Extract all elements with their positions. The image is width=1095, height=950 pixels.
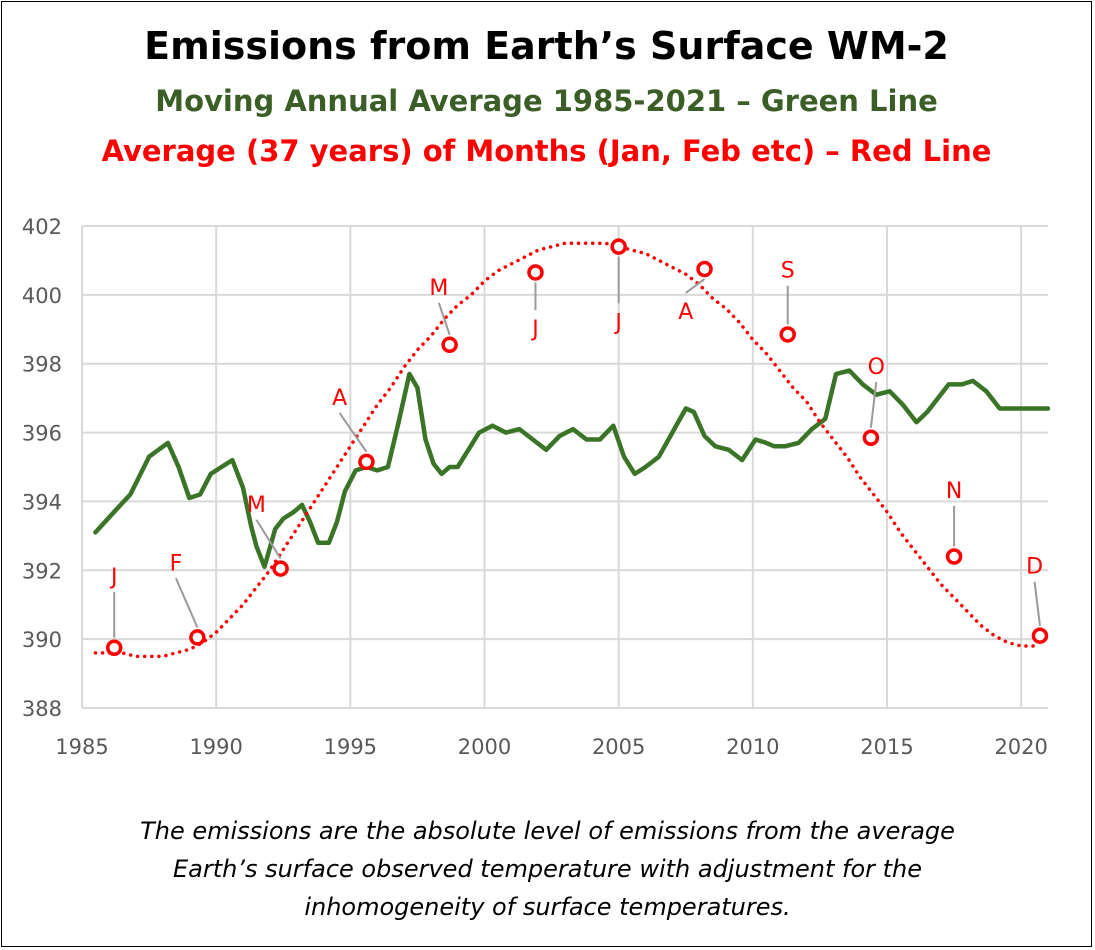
leader-line <box>338 412 368 453</box>
month-label-aug: A <box>678 300 693 325</box>
x-tick-label: 1985 <box>55 735 108 759</box>
month-point-sep <box>779 326 796 343</box>
month-label-may: M <box>429 276 448 301</box>
y-tick-label: 398 <box>22 353 62 377</box>
month-point-feb <box>189 629 206 646</box>
month-point-oct <box>862 429 880 446</box>
x-tick-label: 2010 <box>726 735 779 759</box>
x-tick-label: 2000 <box>458 735 511 759</box>
month-point-dec <box>1031 627 1049 644</box>
leader-line <box>255 519 282 560</box>
month-label-dec: D <box>1026 555 1043 580</box>
chart-title: Emissions from Earth’s Surface WM-2 <box>144 24 949 68</box>
x-tick-label: 2015 <box>860 735 913 759</box>
month-label-oct: O <box>868 355 885 380</box>
line-chart: 1985 1990 1995 2000 2005 2010 2015 2020 3883903… <box>22 215 1051 759</box>
caption-line: The emissions are the absolute level of … <box>140 817 955 845</box>
y-tick-label: 394 <box>22 490 62 514</box>
leader-line <box>437 302 451 336</box>
green-moving-average-line <box>93 368 1051 570</box>
month-label-feb: F <box>170 551 183 576</box>
leader-line <box>175 577 199 628</box>
leader-line <box>1033 581 1041 626</box>
y-tick-label: 400 <box>22 284 62 308</box>
month-markers: J F M A M J J A S O N D <box>105 238 1049 656</box>
month-point-jan <box>105 639 123 656</box>
caption-line: Earth’s surface observed temperature wit… <box>172 855 923 883</box>
x-axis-ticks: 1985 1990 1995 2000 2005 2010 2015 2020 <box>55 735 1048 759</box>
month-label-jul: J <box>613 310 622 335</box>
y-tick-label: 392 <box>22 559 62 583</box>
month-point-may <box>441 336 458 354</box>
month-label-mar: M <box>247 493 266 518</box>
red-monthly-average-line <box>93 241 1037 659</box>
y-tick-label: 402 <box>22 215 62 239</box>
month-point-nov <box>945 548 963 565</box>
leader-line <box>685 278 706 294</box>
month-label-jun: J <box>530 317 539 342</box>
month-point-jul <box>610 238 627 255</box>
month-label-jan: J <box>109 565 118 590</box>
y-tick-label: 390 <box>22 628 62 652</box>
x-tick-label: 1990 <box>189 735 242 759</box>
month-point-aug <box>696 260 713 278</box>
x-tick-label: 2005 <box>592 735 645 759</box>
y-tick-label: 388 <box>22 697 62 721</box>
month-label-apr: A <box>332 386 347 411</box>
green-line-subtitle: Moving Annual Average 1985-2021 – Green … <box>155 84 938 118</box>
grid-lines <box>81 225 1048 709</box>
x-tick-label: 1995 <box>324 735 377 759</box>
month-label-sep: S <box>781 259 795 284</box>
red-line-subtitle: Average (37 years) of Months (Jan, Feb e… <box>101 134 992 168</box>
y-tick-label: 396 <box>22 422 62 446</box>
month-point-apr <box>358 453 375 471</box>
month-point-jun <box>527 264 544 281</box>
leader-line <box>869 381 878 428</box>
caption: The emissions are the absolute level of … <box>60 812 1035 926</box>
series-lines <box>93 241 1051 659</box>
month-point-mar <box>272 560 289 577</box>
caption-line: inhomogeneity of surface temperatures. <box>304 893 791 921</box>
x-tick-label: 2020 <box>994 735 1047 759</box>
month-label-nov: N <box>946 479 962 504</box>
y-axis-ticks: 388 390 392 394 396 398 400 402 <box>22 215 62 721</box>
